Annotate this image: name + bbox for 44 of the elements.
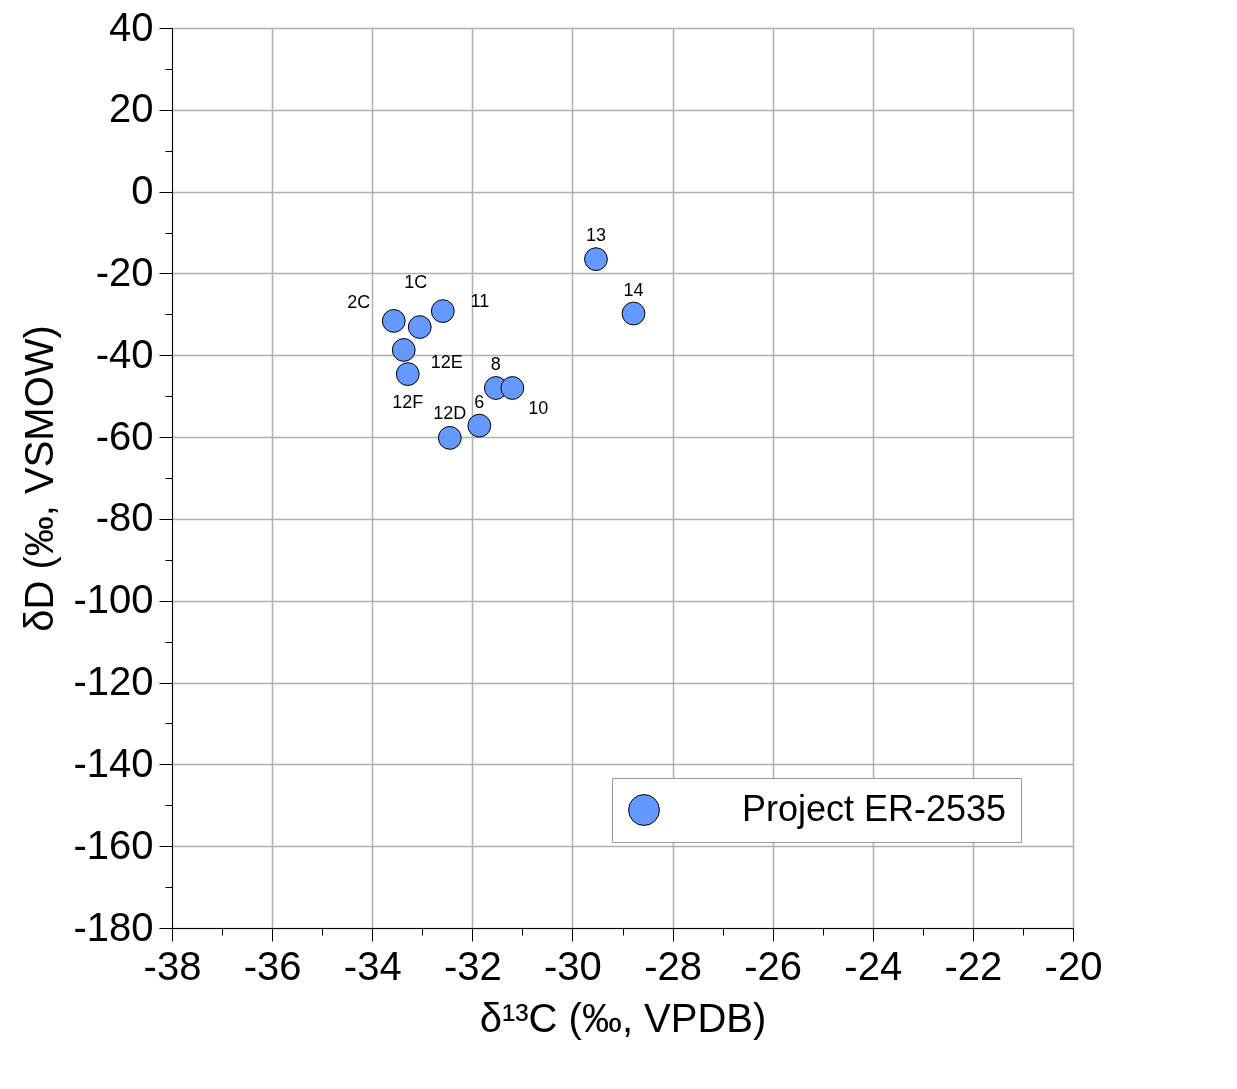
annotation: 13	[585, 225, 606, 246]
annotation: 10	[528, 398, 549, 418]
point	[381, 309, 406, 333]
point	[391, 338, 416, 362]
y-tick-label: -140	[73, 740, 154, 785]
x-tick-label: -20	[1044, 943, 1103, 988]
point	[430, 299, 455, 323]
annotation: 11	[470, 291, 490, 312]
annotation: 12E	[430, 351, 463, 372]
x-tick-label: -22	[944, 943, 1003, 988]
annotation: 12F	[392, 392, 424, 413]
annotation: 2C	[347, 291, 371, 312]
x-tick-label: -32	[443, 943, 502, 988]
legend-label: Project ER-2535	[742, 788, 1007, 829]
y-tick-label: -100	[73, 577, 154, 622]
point	[395, 362, 420, 386]
y-tick-label: -60	[95, 413, 154, 458]
x-tick-label: -24	[844, 943, 903, 988]
point	[500, 376, 525, 400]
y-axis-title: δD (‰, VSMOW)	[17, 325, 62, 632]
y-tick-label: 40	[109, 4, 154, 49]
x-tick-label: -26	[744, 943, 803, 988]
y-tick-label: 20	[109, 86, 154, 131]
x-axis-title: δ¹³C (‰, VPDB)	[479, 995, 767, 1040]
x-tick-label: -28	[644, 943, 702, 988]
point	[437, 426, 462, 450]
y-tick-label: -120	[73, 659, 154, 704]
y-tick-label: -160	[73, 822, 154, 867]
x-tick-label: -34	[343, 943, 402, 988]
point	[467, 413, 492, 438]
point	[584, 247, 608, 272]
annotation: 14	[623, 279, 644, 300]
y-tick-label: -20	[95, 249, 154, 294]
annotation: 6	[474, 391, 485, 412]
x-tick-label: -36	[243, 943, 302, 988]
y-tick-label: 0	[131, 168, 154, 213]
y-tick-label: -80	[95, 495, 154, 540]
x-tick-label: -30	[544, 943, 602, 988]
point	[407, 315, 432, 339]
annotation: 8	[490, 354, 501, 374]
annotation: 12D	[433, 402, 467, 423]
annotation: 1C	[404, 272, 428, 293]
point	[621, 301, 646, 326]
y-tick-label: -40	[95, 331, 154, 376]
